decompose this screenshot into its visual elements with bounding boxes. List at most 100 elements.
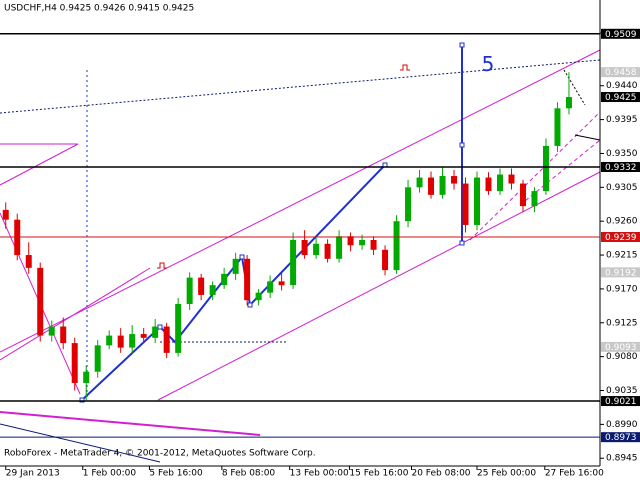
- candle-body: [117, 335, 124, 348]
- candle-body: [313, 243, 320, 256]
- x-tick-label: 1 Feb 00:00: [83, 469, 137, 479]
- candle-body: [519, 183, 526, 207]
- price-tag-label: 0.9425: [605, 93, 637, 103]
- candle-body: [565, 97, 572, 109]
- candle-body: [290, 240, 297, 286]
- candle-body: [324, 243, 331, 259]
- candle-body: [48, 326, 55, 336]
- candle-body: [428, 177, 435, 195]
- wave-label: 5: [482, 52, 495, 76]
- price-tag: [601, 162, 640, 173]
- price-tag-label: 0.9332: [605, 163, 637, 173]
- price-tag-label: 0.8973: [605, 433, 637, 443]
- candle-body: [531, 191, 538, 207]
- candle-body: [71, 343, 78, 383]
- channel-lower: [157, 171, 601, 401]
- candle-body: [451, 176, 458, 184]
- candle-body: [382, 249, 389, 271]
- candle-body: [370, 240, 377, 250]
- candle-body: [359, 240, 366, 246]
- x-tick-label: 5 Feb 16:00: [149, 469, 203, 479]
- price-tag-label: 0.9458: [605, 68, 637, 78]
- y-tick-label: 0.9395: [606, 115, 638, 125]
- price-tag: [601, 396, 640, 407]
- price-tag-label: 0.9239: [605, 233, 637, 243]
- candle-body: [60, 326, 67, 344]
- trend-line: [0, 423, 161, 463]
- y-tick-label: 0.8990: [606, 420, 638, 430]
- candle-body: [278, 281, 285, 286]
- candle-body: [255, 292, 262, 301]
- wave-point: [247, 302, 253, 308]
- x-tick-label: 29 Jan 2013: [6, 469, 60, 479]
- x-tick-label: 8 Feb 08:00: [222, 469, 276, 479]
- wave-point: [459, 42, 465, 48]
- y-tick-label: 0.9170: [606, 284, 638, 294]
- candle-body: [267, 281, 274, 293]
- y-tick-label: 0.9035: [606, 386, 638, 396]
- candle-body: [2, 209, 9, 220]
- candle-body: [439, 176, 446, 195]
- price-tag: [601, 341, 640, 352]
- x-tick-label: 20 Feb 08:00: [411, 469, 470, 479]
- price-tag-label: 0.9093: [605, 343, 637, 353]
- x-tick-label: 13 Feb 00:00: [290, 469, 349, 479]
- x-tick-label: 15 Feb 16:00: [349, 469, 408, 479]
- wave-point: [79, 397, 85, 403]
- candle-body: [129, 334, 136, 348]
- candle-body: [485, 177, 492, 192]
- candle-body: [186, 277, 193, 304]
- trend-line: [0, 267, 151, 361]
- candle-body: [106, 335, 113, 346]
- candle-body: [152, 326, 159, 338]
- candle-body: [405, 187, 412, 222]
- price-tag: [601, 231, 640, 242]
- price-tag-label: 0.9509: [605, 30, 637, 40]
- price-tag: [601, 92, 640, 103]
- wave-point: [157, 324, 163, 330]
- candle-body: [393, 221, 400, 271]
- candle-body: [554, 108, 561, 146]
- candle-body: [83, 371, 90, 383]
- wave-point: [459, 240, 465, 246]
- analysis-drawings: [0, 42, 601, 463]
- y-tick-label: 0.9215: [606, 251, 638, 261]
- price-tag-label: 0.9192: [605, 268, 637, 278]
- candle-body: [474, 177, 481, 225]
- price-tag: [601, 432, 640, 443]
- candle-body: [221, 273, 228, 286]
- candle-body: [198, 277, 205, 295]
- candle-body: [163, 326, 170, 353]
- projection: [574, 134, 601, 141]
- x-tick-label: 27 Feb 16:00: [545, 469, 604, 479]
- y-tick-label: 0.9260: [606, 217, 638, 227]
- candle-body: [347, 236, 354, 246]
- price-tag: [601, 67, 640, 78]
- y-tick-label: 0.9080: [606, 352, 638, 362]
- trend-line: [0, 411, 261, 436]
- price-tag-label: 0.9021: [605, 397, 637, 407]
- candle-body: [244, 258, 251, 301]
- x-tick-label: 25 Feb 00:00: [477, 469, 536, 479]
- candle-body: [140, 334, 147, 338]
- candle-body: [336, 236, 343, 259]
- dotted-line: [0, 59, 601, 114]
- candle-body: [37, 267, 44, 336]
- candle-body: [25, 255, 32, 268]
- channel-upper: [0, 49, 601, 353]
- candle-body: [209, 285, 216, 295]
- candle-body: [175, 303, 182, 353]
- candle-body: [497, 174, 503, 192]
- candle-body: [94, 345, 101, 372]
- price-tag: [601, 28, 640, 39]
- icon: [157, 262, 167, 269]
- wave-point: [459, 142, 465, 148]
- candle-body: [542, 145, 549, 192]
- chart-title: USDCHF,H4 0.9425 0.9426 0.9415 0.9425: [4, 4, 194, 14]
- y-tick-label: 0.8945: [606, 454, 638, 464]
- footer: RoboForex - MetaTrader 4, © 2001-2012, M…: [4, 449, 316, 459]
- trend-line: [0, 143, 79, 186]
- y-tick-label: 0.9305: [606, 183, 638, 193]
